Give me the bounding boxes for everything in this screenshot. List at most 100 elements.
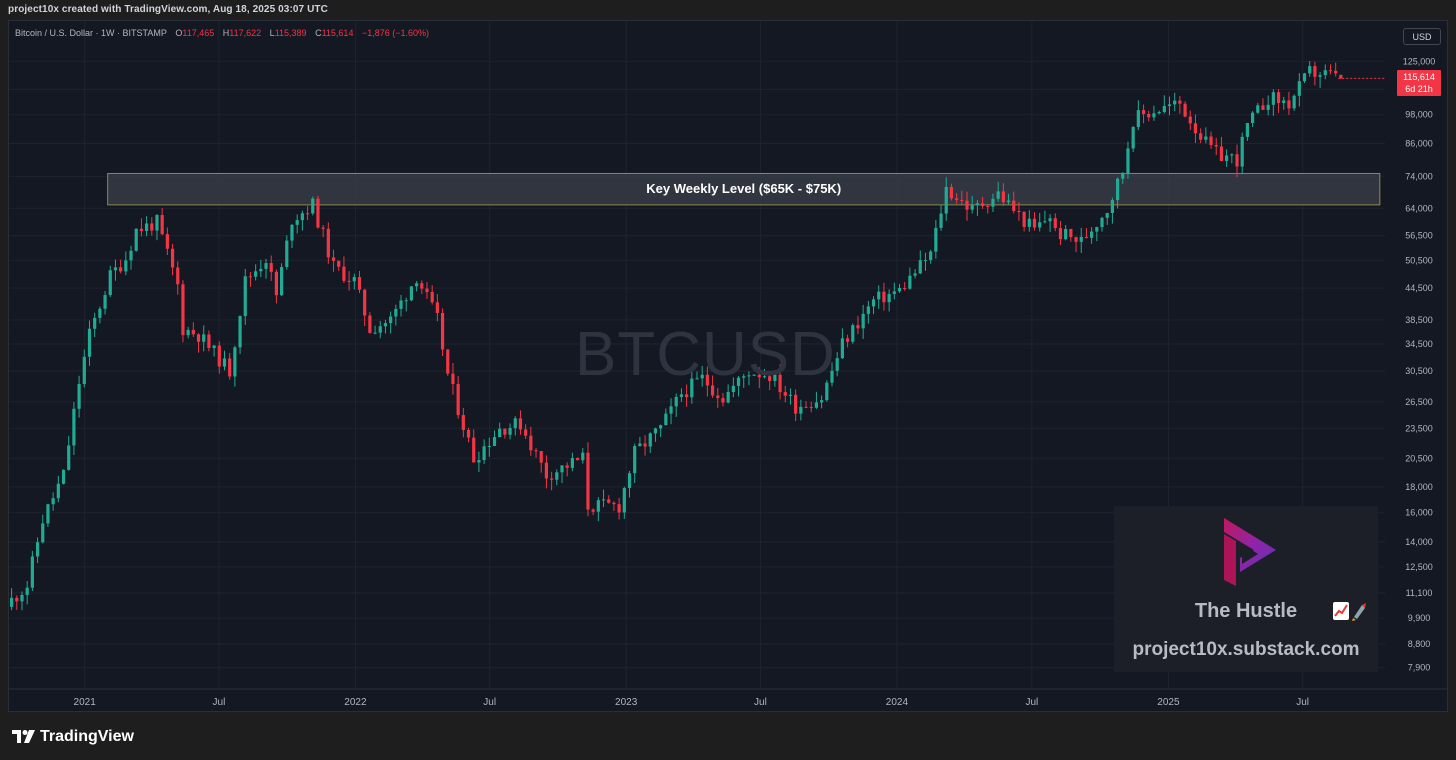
candle-body-down xyxy=(575,458,580,461)
candle-body-up xyxy=(1230,154,1234,156)
candle-body-down xyxy=(1058,228,1063,240)
candle-body-up xyxy=(674,396,678,407)
candle-body-down xyxy=(363,289,367,316)
candle-body-down xyxy=(721,398,725,403)
candle-body-down xyxy=(768,376,772,381)
candle-body-up xyxy=(908,275,912,289)
x-tick-label: Jul xyxy=(213,697,226,708)
candle-body-down xyxy=(1012,200,1016,211)
candle-body-up xyxy=(295,220,299,225)
bar-countdown: 6d 21h xyxy=(1405,84,1433,95)
candle-body-down xyxy=(1141,110,1146,115)
candle-body-down xyxy=(269,263,273,272)
brand-url[interactable]: project10x.substack.com xyxy=(1132,639,1360,660)
candle-body-down xyxy=(165,234,169,249)
candle-body-down xyxy=(539,451,543,463)
candle-body-down xyxy=(1334,70,1338,74)
candle-body-down xyxy=(1022,211,1026,227)
candle-body-down xyxy=(565,465,569,468)
candle-body-down xyxy=(119,267,123,272)
candle-body-down xyxy=(321,227,325,229)
candle-body-up xyxy=(1115,178,1120,201)
candle-body-down xyxy=(1188,116,1192,124)
brand-name: The Hustle xyxy=(1194,600,1298,622)
candle-body-up xyxy=(851,325,855,342)
candle-body-up xyxy=(1064,229,1068,240)
candle-body-up xyxy=(581,452,585,461)
candle-body-up xyxy=(638,443,642,447)
candle-body-up xyxy=(378,326,382,333)
high-label: H xyxy=(222,28,230,38)
open-label: O xyxy=(175,28,183,38)
candle-body-down xyxy=(503,428,507,435)
x-tick-label: 2025 xyxy=(1157,697,1180,708)
candle-body-down xyxy=(446,349,450,374)
candle-body-down xyxy=(534,450,538,452)
candle-body-up xyxy=(1318,75,1322,77)
candle-body-down xyxy=(1235,154,1239,167)
candle-body-up xyxy=(1245,123,1249,137)
candle-body-up xyxy=(653,428,658,434)
candle-body-up xyxy=(690,378,694,398)
candle-body-up xyxy=(82,356,86,385)
candle-body-down xyxy=(794,394,798,414)
candle-body-down xyxy=(191,329,195,335)
candle-body-up xyxy=(280,266,284,296)
candle-body-up xyxy=(72,408,76,446)
y-tick-label: 30,500 xyxy=(1405,366,1433,376)
y-tick-label: 74,000 xyxy=(1405,171,1433,181)
y-tick-label: 38,500 xyxy=(1405,315,1433,325)
candle-body-up xyxy=(1090,231,1094,238)
candle-body-up xyxy=(929,251,933,261)
y-tick-label: 44,500 xyxy=(1405,283,1433,293)
candle-body-up xyxy=(285,240,289,267)
symbol-label[interactable]: Bitcoin / U.S. Dollar · 1W · BITSTAMP xyxy=(15,28,167,38)
candle-body-up xyxy=(238,316,242,348)
chart-panel[interactable]: 125,000110,00098,00086,00074,00064,00056… xyxy=(8,20,1448,712)
candle-body-down xyxy=(710,385,715,396)
candle-body-up xyxy=(1048,218,1052,222)
candle-body-down xyxy=(331,257,336,261)
candle-body-up xyxy=(1323,70,1327,76)
candle-body-up xyxy=(1292,95,1296,109)
change-value: −1,876 (−1.60%) xyxy=(361,28,430,38)
candle-body-down xyxy=(181,284,185,336)
candle-body-down xyxy=(1053,218,1057,229)
candle-body-down xyxy=(524,429,528,436)
candle-body-down xyxy=(1209,136,1213,145)
candle-body-up xyxy=(352,277,356,282)
candle-body-up xyxy=(633,446,637,474)
currency-selector[interactable]: USD xyxy=(1403,28,1441,45)
y-axis[interactable]: 125,000110,00098,00086,00074,00064,00056… xyxy=(1403,56,1436,672)
candle-body-down xyxy=(150,223,154,231)
y-tick-label: 56,500 xyxy=(1405,231,1433,241)
candle-body-up xyxy=(996,191,1000,199)
candle-body-up xyxy=(233,347,237,377)
candle-body-up xyxy=(897,287,902,292)
candle-body-down xyxy=(960,199,964,201)
candle-body-up xyxy=(736,377,741,386)
candle-body-down xyxy=(1069,229,1073,238)
candle-body-up xyxy=(108,270,112,296)
candle-body-up xyxy=(1308,66,1312,74)
candle-body-down xyxy=(685,394,689,398)
candle-body-up xyxy=(742,376,746,378)
tradingview-logo-icon xyxy=(12,730,35,743)
y-tick-label: 9,900 xyxy=(1408,613,1431,623)
tradingview-footer[interactable]: TradingView xyxy=(12,726,134,748)
candle-body-down xyxy=(139,228,144,231)
candle-body-down xyxy=(757,374,761,378)
candle-body-up xyxy=(726,392,730,403)
candle-body-up xyxy=(9,597,14,607)
y-tick-label: 14,000 xyxy=(1405,537,1433,547)
candle-body-up xyxy=(1157,111,1161,114)
x-axis[interactable]: 2021 Jul 2022 Jul 2023 Jul 2024 Jul 2025 Jul xyxy=(74,697,1310,708)
candle-body-up xyxy=(887,293,891,303)
y-tick-label: 64,000 xyxy=(1405,203,1433,213)
y-tick-label: 20,500 xyxy=(1405,453,1433,463)
candle-body-down xyxy=(804,406,808,408)
y-tick-label: 18,000 xyxy=(1405,482,1433,492)
candle-body-up xyxy=(752,374,756,376)
candle-body-up xyxy=(731,385,735,393)
candle-body-down xyxy=(347,280,351,282)
